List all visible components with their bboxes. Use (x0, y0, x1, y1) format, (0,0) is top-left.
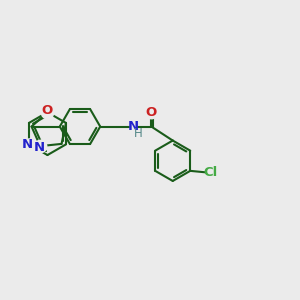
Text: N: N (127, 120, 139, 133)
Text: Cl: Cl (203, 166, 218, 179)
Text: O: O (146, 106, 157, 119)
Text: N: N (22, 138, 33, 151)
Text: N: N (34, 141, 45, 154)
Text: O: O (42, 104, 53, 117)
Text: H: H (134, 127, 142, 140)
